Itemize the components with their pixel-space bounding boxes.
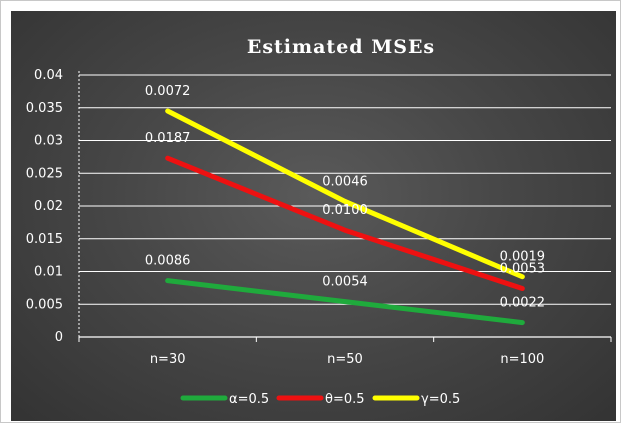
data-label: 0.0086 bbox=[145, 254, 191, 269]
data-label: 0.0046 bbox=[322, 174, 368, 189]
data-label: 0.0022 bbox=[500, 296, 546, 311]
series-line bbox=[165, 108, 525, 280]
chart-title: Estimated MSEs bbox=[247, 36, 435, 58]
x-tick-label: n=30 bbox=[150, 352, 186, 367]
x-tick-label: n=100 bbox=[500, 352, 544, 367]
data-label: 0.0019 bbox=[500, 250, 546, 265]
y-tick-label: 0 bbox=[55, 330, 63, 345]
legend-label: θ=0.5 bbox=[325, 392, 365, 407]
legend-label: γ=0.5 bbox=[421, 392, 460, 407]
y-tick-label: 0.015 bbox=[26, 232, 63, 247]
legend: α=0.5 θ=0.5 γ=0.5 bbox=[180, 392, 460, 407]
axes bbox=[78, 71, 612, 342]
data-label: 0.0072 bbox=[145, 84, 191, 99]
data-label: 0.0053 bbox=[500, 262, 546, 277]
y-tick-label: 0.025 bbox=[26, 166, 63, 181]
data-labels: 0.00860.00540.00220.01870.01000.00530.00… bbox=[145, 84, 545, 311]
gridlines bbox=[79, 74, 611, 305]
y-tick-label: 0.02 bbox=[34, 199, 63, 214]
y-tick-label: 0.035 bbox=[26, 101, 63, 116]
legend-label: α=0.5 bbox=[229, 392, 269, 407]
y-tick-label: 0.005 bbox=[26, 297, 63, 312]
y-tick-label: 0.03 bbox=[34, 134, 63, 149]
data-label: 0.0100 bbox=[322, 203, 368, 218]
y-tick-label: 0.04 bbox=[34, 68, 63, 83]
x-tick-labels: n=30 n=50 n=100 bbox=[150, 352, 544, 367]
data-label: 0.0187 bbox=[145, 131, 191, 146]
series-line bbox=[165, 278, 525, 326]
series-lines bbox=[165, 108, 525, 326]
series-line bbox=[165, 155, 525, 292]
y-tick-labels: 0 0.005 0.01 0.015 0.02 0.025 0.03 0.035 0.04 bbox=[26, 68, 63, 345]
x-tick-label: n=50 bbox=[327, 352, 363, 367]
y-tick-label: 0.01 bbox=[34, 265, 63, 280]
data-label: 0.0054 bbox=[322, 275, 368, 290]
